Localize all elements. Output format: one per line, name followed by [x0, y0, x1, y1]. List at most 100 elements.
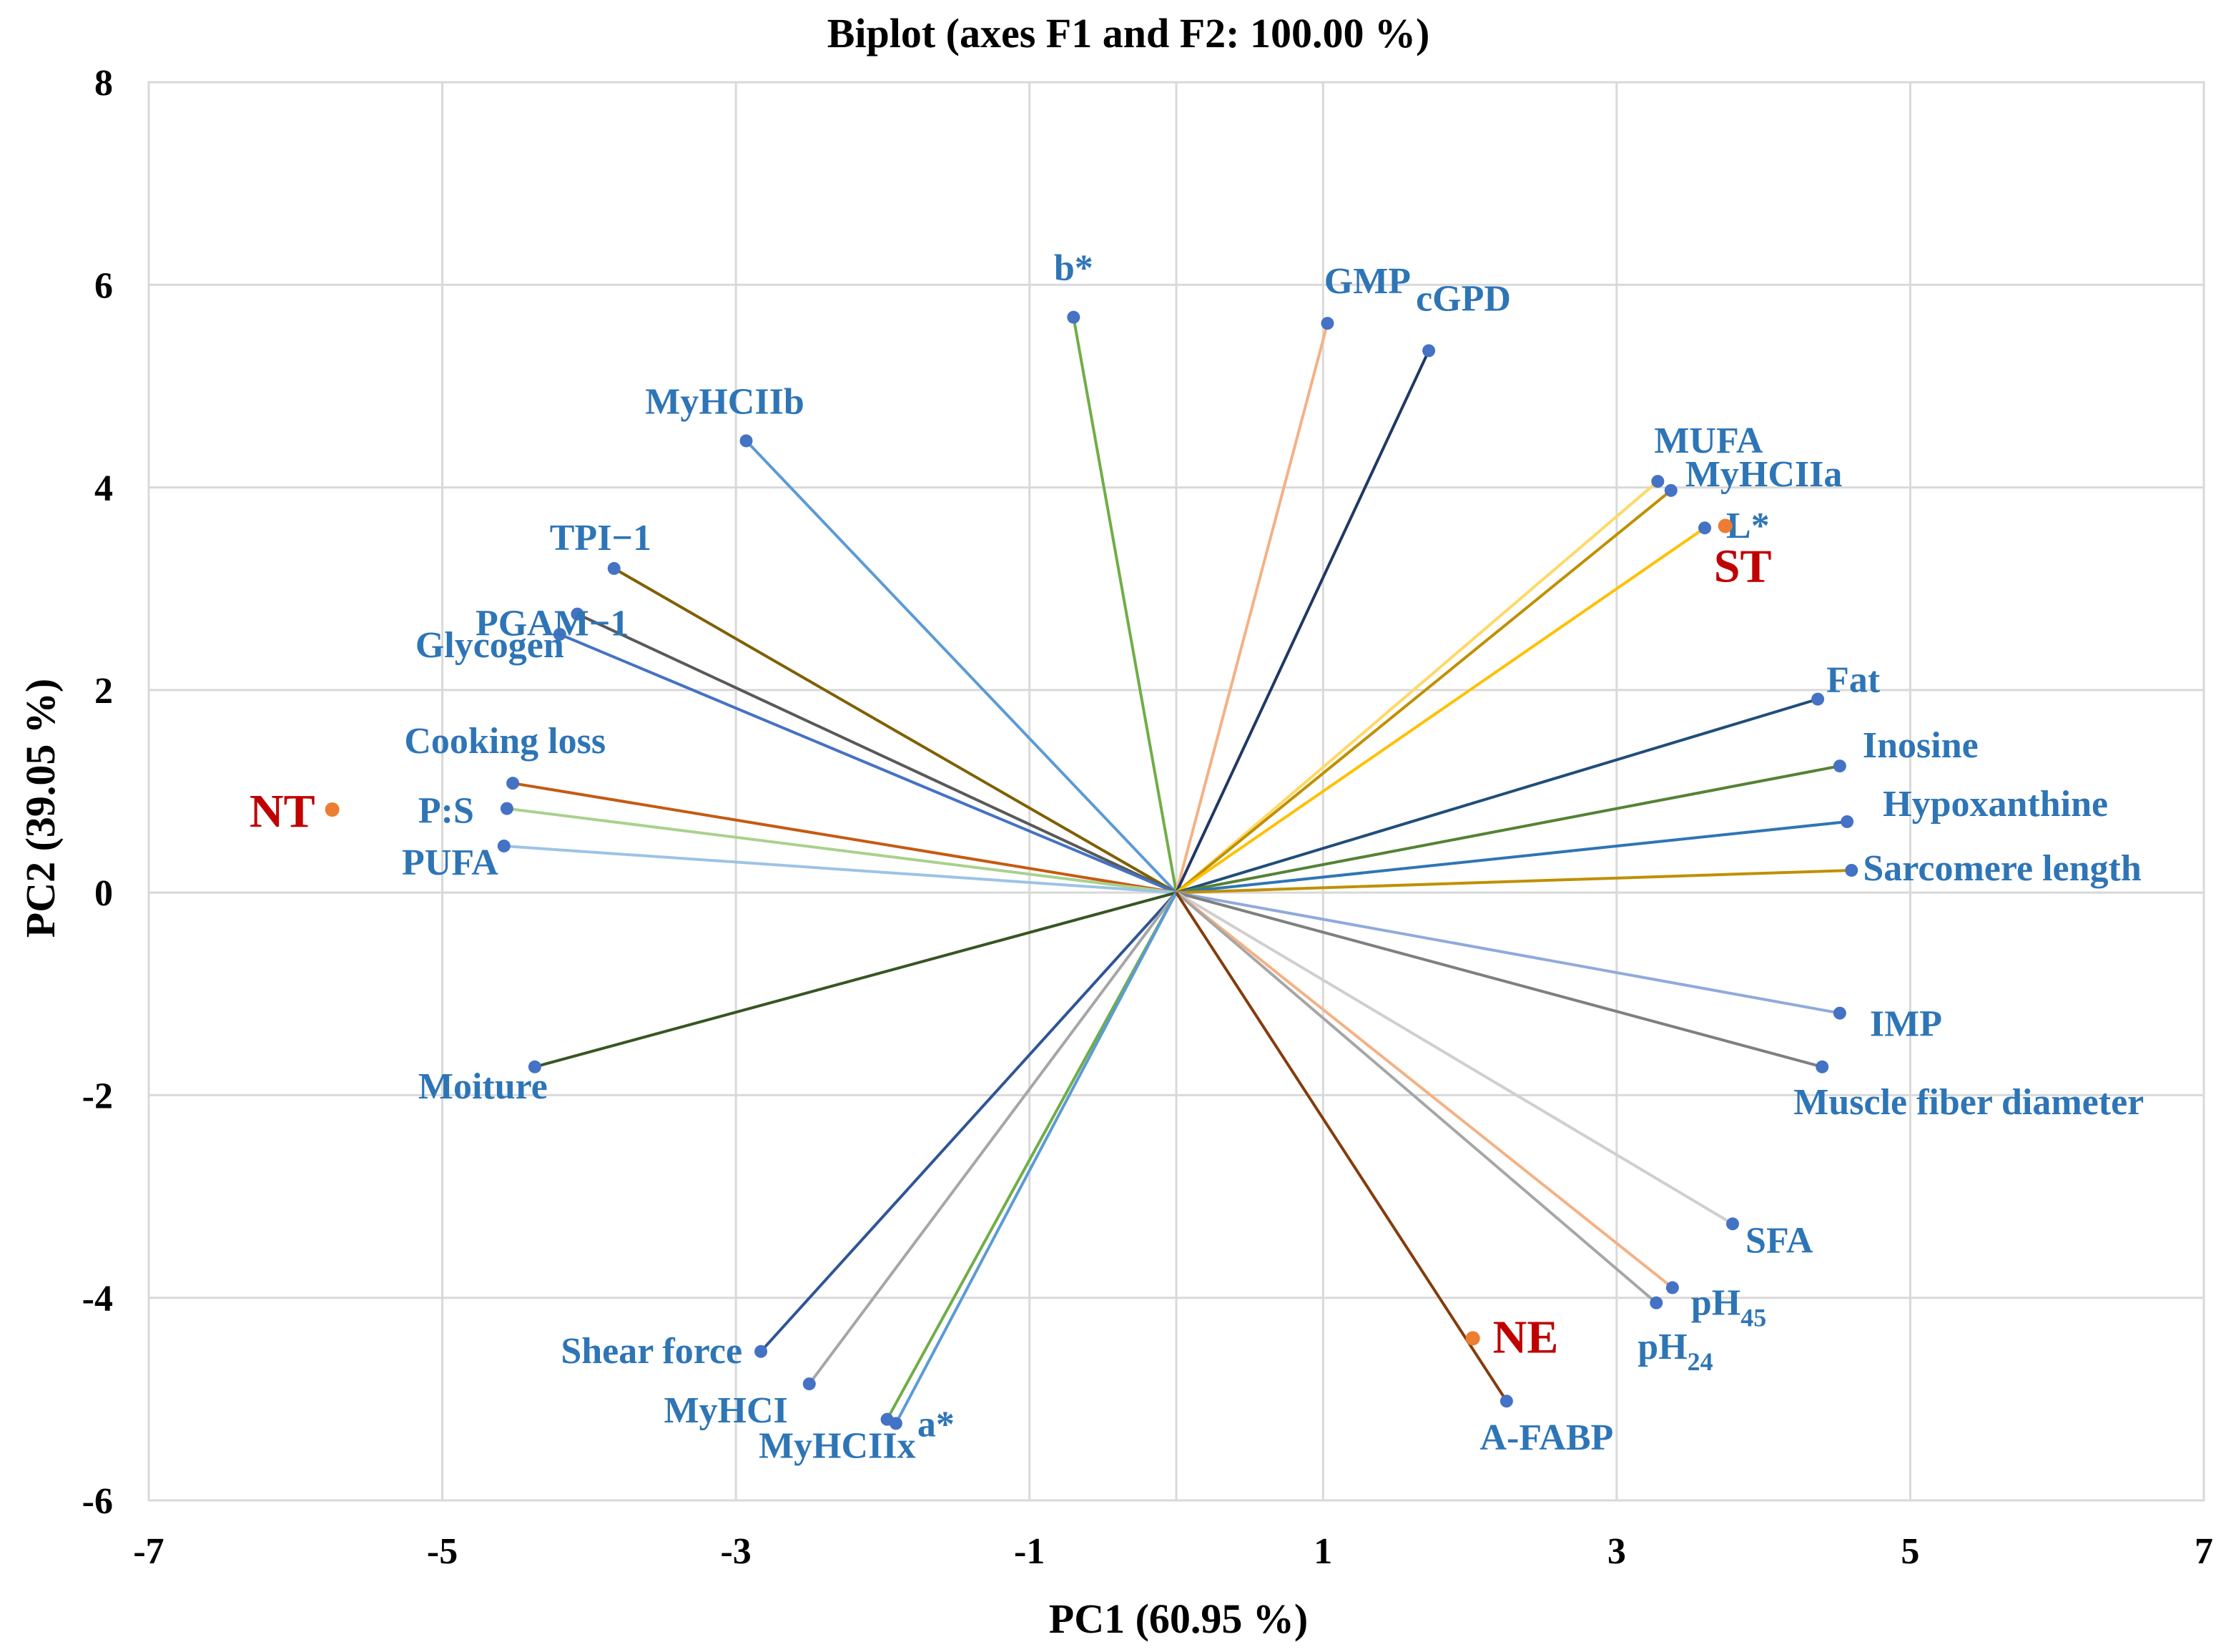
label-cgpd: cGPD — [1416, 278, 1511, 319]
point-myhciib — [739, 434, 753, 448]
vector-p-s — [506, 807, 1177, 895]
label-gmp: GMP — [1324, 261, 1411, 302]
y-tick-label: 8 — [94, 63, 113, 104]
label-shear-force: Shear force — [561, 1331, 742, 1372]
point-myhciia — [1664, 483, 1678, 497]
label-inosine: Inosine — [1863, 725, 1979, 766]
x-tick-label: 1 — [1314, 1531, 1332, 1572]
x-axis-title: PC1 (60.95 %) — [1049, 1596, 1308, 1642]
point-imp — [1833, 1006, 1846, 1020]
point-cgpd — [1422, 344, 1436, 358]
vector-pgam-1 — [576, 612, 1177, 894]
vector-sfa — [1175, 891, 1734, 1226]
point-ph45 — [1665, 1281, 1679, 1294]
label-imp: IMP — [1870, 1004, 1942, 1045]
vector-inosine — [1176, 764, 1841, 895]
vector-cgpd — [1175, 350, 1430, 893]
point-tpi-1 — [607, 561, 621, 575]
label-glycogen: Glycogen — [415, 625, 564, 666]
label-a-: a* — [917, 1404, 955, 1445]
point-b- — [1067, 310, 1080, 324]
point-l- — [1698, 521, 1712, 535]
vector-b- — [1072, 317, 1178, 893]
label-fat: Fat — [1826, 660, 1881, 701]
point-gmp — [1321, 317, 1334, 330]
vector-hypoxanthine — [1176, 820, 1848, 895]
y-tick-label: -6 — [82, 1481, 113, 1522]
vector-a-fabp — [1175, 892, 1508, 1402]
y-axis-title: PC2 (39.05 %) — [17, 679, 64, 938]
label-myhciia: MyHCIIa — [1685, 454, 1843, 495]
point-p-s — [500, 802, 513, 815]
label-moiture: Moiture — [418, 1066, 548, 1107]
label-hypoxanthine: Hypoxanthine — [1883, 784, 2108, 825]
vector-myhci — [808, 891, 1178, 1385]
label-mufa: MUFA — [1654, 421, 1763, 461]
vector-myhciix — [885, 892, 1178, 1420]
variable-points — [497, 310, 1858, 1430]
point-pufa — [497, 839, 511, 852]
chart-title: Biplot (axes F1 and F2: 100.00 %) — [827, 10, 1430, 56]
vector-ph45 — [1175, 891, 1674, 1289]
y-tick-label: 4 — [94, 468, 113, 509]
variable-vectors — [503, 317, 1852, 1425]
point-cooking-loss — [506, 777, 520, 790]
point-myhci — [802, 1377, 816, 1391]
y-tick-label: 0 — [94, 873, 113, 914]
label-l-: L* — [1726, 506, 1770, 546]
label-tpi-1: TPI−1 — [550, 518, 651, 559]
observation-label-ne: NE — [1493, 1311, 1559, 1363]
vector-shear-force — [759, 891, 1178, 1353]
label-myhciib: MyHCIIb — [645, 381, 804, 422]
x-tick-label: -3 — [720, 1531, 751, 1572]
vector-myhciia — [1175, 489, 1673, 894]
x-tick-label: -5 — [427, 1531, 458, 1572]
observations: NT ST NE — [250, 518, 1772, 1363]
point-shear-force — [754, 1344, 768, 1358]
y-tick-label: 2 — [94, 671, 113, 712]
point-glycogen — [553, 627, 566, 641]
vector-myhciib — [745, 440, 1178, 894]
vector-a- — [895, 892, 1178, 1425]
y-tick-label: -4 — [82, 1279, 113, 1319]
point-a- — [889, 1417, 902, 1430]
tick-labels: -7 -5 -3 -1 1 3 5 7 -6 -4 -2 0 2 4 6 8 — [82, 63, 2213, 1572]
label-muscle-fiber-diameter: Muscle fiber diameter — [1793, 1082, 2144, 1123]
x-tick-label: 5 — [1901, 1531, 1919, 1572]
label-sarcomere-length: Sarcomere length — [1863, 848, 2142, 889]
x-tick-label: 3 — [1607, 1531, 1626, 1572]
label-a-fabp: A-FABP — [1480, 1417, 1614, 1458]
label-ph45: pH45 — [1691, 1283, 1766, 1332]
vector-glycogen — [559, 633, 1177, 894]
y-tick-label: -2 — [82, 1076, 113, 1116]
point-ph24 — [1650, 1296, 1663, 1309]
point-sarcomere-length — [1845, 863, 1858, 877]
point-a-fabp — [1499, 1395, 1513, 1408]
vector-imp — [1176, 891, 1841, 1015]
observation-point-nt — [325, 802, 340, 817]
observation-point-st — [1718, 518, 1733, 534]
point-hypoxanthine — [1841, 815, 1854, 828]
label-myhci: MyHCI — [664, 1390, 787, 1431]
label-p-s: P:S — [418, 791, 474, 832]
vector-cooking-loss — [512, 782, 1177, 895]
point-fat — [1811, 692, 1825, 706]
label-pufa: PUFA — [402, 842, 498, 883]
vector-pufa — [503, 844, 1177, 895]
vector-muscle-fiber-diameter — [1176, 891, 1823, 1068]
x-tick-label: -7 — [133, 1531, 164, 1572]
observation-label-st: ST — [1714, 540, 1772, 592]
x-tick-label: -1 — [1014, 1531, 1045, 1572]
point-pgam-1 — [571, 607, 584, 621]
vector-tpi-1 — [613, 567, 1177, 894]
label-cooking-loss: Cooking loss — [404, 721, 606, 762]
label-myhciix: MyHCIIx — [759, 1426, 916, 1467]
x-tick-label: 7 — [2195, 1531, 2213, 1572]
vector-moiture — [534, 891, 1177, 1068]
point-mufa — [1651, 475, 1665, 488]
vector-fat — [1176, 697, 1818, 895]
point-moiture — [528, 1060, 541, 1073]
observation-label-nt: NT — [250, 785, 315, 837]
